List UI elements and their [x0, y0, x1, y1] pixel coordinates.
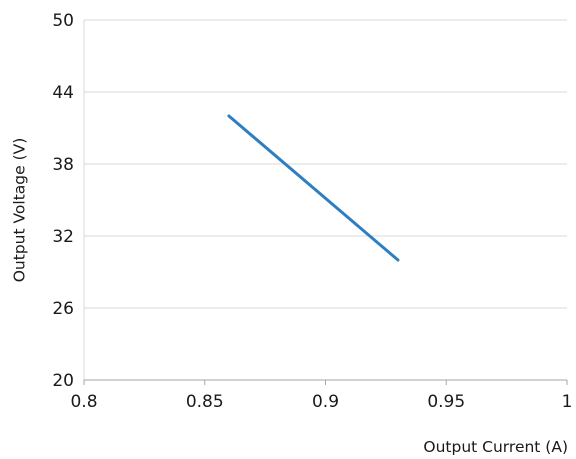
x-tick-label: 1	[562, 392, 573, 412]
grid-lines	[83, 19, 567, 380]
y-axis-title: Output Voltage (V)	[11, 138, 29, 283]
x-tick-label: 0.8	[70, 392, 97, 412]
y-tick-label: 32	[52, 227, 74, 247]
x-axis-title: Output Current (A)	[423, 438, 568, 456]
x-tick-label: 0.85	[186, 392, 224, 412]
y-tick-label: 26	[52, 299, 74, 319]
x-tick-label: 0.9	[312, 392, 339, 412]
series-line-1	[227, 114, 400, 262]
x-tick-label: 0.95	[427, 392, 465, 412]
y-tick-label: 50	[52, 11, 74, 31]
y-tick-label: 38	[52, 155, 74, 175]
series-layer	[227, 114, 400, 262]
x-axis-ticks: 0.8 0.85 0.9 0.95 1	[70, 380, 572, 412]
y-tick-label: 44	[52, 83, 74, 103]
y-axis-ticks: 20 26 32 38 44 50	[52, 11, 74, 391]
y-tick-label: 20	[52, 371, 74, 391]
